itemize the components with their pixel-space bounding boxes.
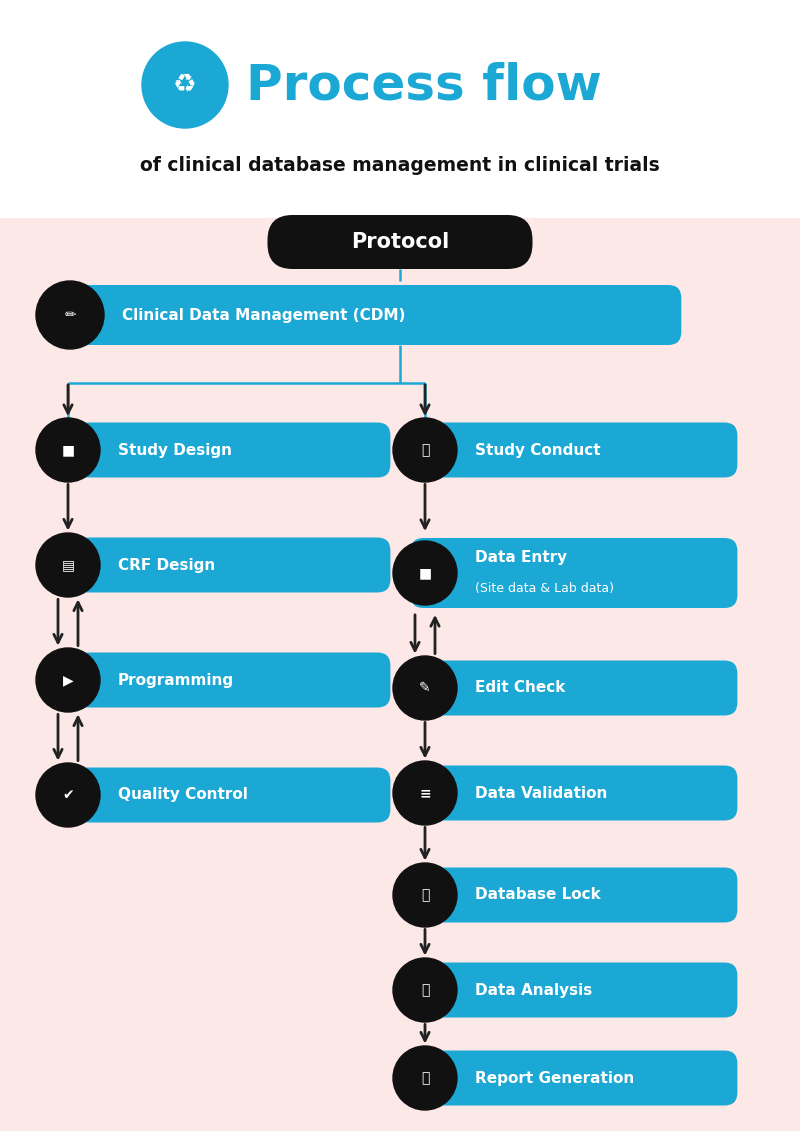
Text: Study Conduct: Study Conduct xyxy=(475,442,601,458)
Text: ▶: ▶ xyxy=(62,673,74,687)
Text: Data Validation: Data Validation xyxy=(475,786,607,801)
Circle shape xyxy=(393,958,457,1022)
Text: Database Lock: Database Lock xyxy=(475,888,601,903)
Circle shape xyxy=(393,418,457,482)
Text: Programming: Programming xyxy=(118,673,234,688)
FancyBboxPatch shape xyxy=(0,0,800,218)
FancyBboxPatch shape xyxy=(267,215,533,269)
Text: CRF Design: CRF Design xyxy=(118,558,215,572)
Text: ✏: ✏ xyxy=(64,308,76,322)
Circle shape xyxy=(142,42,228,128)
FancyBboxPatch shape xyxy=(54,768,390,822)
FancyBboxPatch shape xyxy=(54,537,390,593)
FancyBboxPatch shape xyxy=(54,653,390,708)
Text: Edit Check: Edit Check xyxy=(475,681,566,696)
Circle shape xyxy=(393,761,457,824)
Text: Study Design: Study Design xyxy=(118,442,232,458)
Circle shape xyxy=(393,863,457,927)
Circle shape xyxy=(36,763,100,827)
FancyBboxPatch shape xyxy=(410,661,738,716)
Text: Process flow: Process flow xyxy=(246,61,602,109)
Text: (Site data & Lab data): (Site data & Lab data) xyxy=(475,582,614,595)
Circle shape xyxy=(393,656,457,720)
Text: 📈: 📈 xyxy=(421,983,429,998)
Text: Data Analysis: Data Analysis xyxy=(475,983,592,998)
FancyBboxPatch shape xyxy=(410,962,738,1018)
Text: Report Generation: Report Generation xyxy=(475,1071,634,1086)
Circle shape xyxy=(36,418,100,482)
FancyBboxPatch shape xyxy=(54,423,390,477)
Text: ✎: ✎ xyxy=(419,681,431,696)
Circle shape xyxy=(393,1046,457,1110)
Circle shape xyxy=(36,280,104,349)
Text: ≡: ≡ xyxy=(419,786,431,800)
Text: of clinical database management in clinical trials: of clinical database management in clini… xyxy=(140,155,660,174)
FancyBboxPatch shape xyxy=(410,538,738,608)
Circle shape xyxy=(36,648,100,713)
Circle shape xyxy=(393,541,457,605)
FancyBboxPatch shape xyxy=(54,285,682,345)
Text: 📱: 📱 xyxy=(421,1071,429,1085)
Text: 🔍: 🔍 xyxy=(421,443,429,457)
Text: Data Entry: Data Entry xyxy=(475,550,567,566)
FancyBboxPatch shape xyxy=(410,1051,738,1105)
Text: ✔: ✔ xyxy=(62,788,74,802)
Text: Quality Control: Quality Control xyxy=(118,787,248,803)
FancyBboxPatch shape xyxy=(410,766,738,820)
FancyBboxPatch shape xyxy=(410,867,738,923)
Circle shape xyxy=(36,533,100,597)
FancyBboxPatch shape xyxy=(410,423,738,477)
Text: Clinical Data Management (CDM): Clinical Data Management (CDM) xyxy=(122,308,406,322)
Text: 🔒: 🔒 xyxy=(421,888,429,903)
Text: ♻: ♻ xyxy=(173,72,197,98)
Text: ▤: ▤ xyxy=(62,558,74,572)
Text: ■: ■ xyxy=(62,443,74,457)
Text: Protocol: Protocol xyxy=(351,232,449,252)
Text: ■: ■ xyxy=(418,566,431,580)
